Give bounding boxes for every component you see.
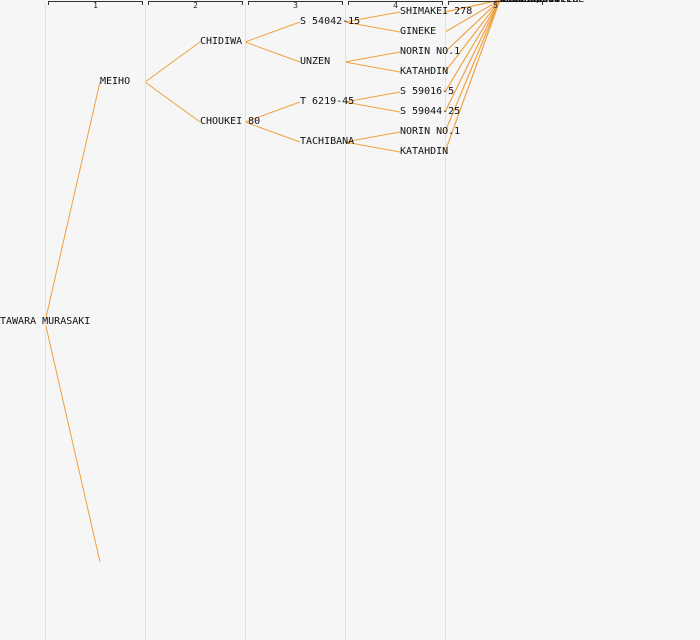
pedigree-edge <box>144 41 201 83</box>
pedigree-node[interactable]: IRISH COBBLER <box>500 0 578 6</box>
pedigree-node[interactable]: KATAHDIN <box>400 146 449 157</box>
pedigree-node[interactable]: SB 458/49 <box>500 0 554 6</box>
pedigree-node[interactable]: CHOUKEI 80 <box>200 116 261 127</box>
pedigree-node[interactable]: KATAHDIN <box>400 66 449 77</box>
pedigree-edge <box>444 0 501 53</box>
generation-divider <box>345 4 346 640</box>
pedigree-node[interactable]: HOCHPROZENTIGE <box>500 0 584 6</box>
pedigree-edge <box>344 131 401 143</box>
pedigree-node[interactable]: TAWARA MURASAKI <box>0 316 91 327</box>
generation-divider <box>445 4 446 640</box>
pedigree-node[interactable]: S 59016-5 <box>400 86 455 97</box>
pedigree-node[interactable]: DEODARA <box>500 0 542 6</box>
generation-bracket <box>148 1 243 5</box>
pedigree-node[interactable]: ULTIMUS <box>500 0 542 6</box>
pedigree-edge <box>344 91 401 103</box>
pedigree-edge <box>144 81 201 123</box>
generation-divider <box>145 4 146 640</box>
pedigree-node[interactable]: MEIHO <box>100 76 131 87</box>
generation-header-1: 1 <box>48 0 143 10</box>
generation-header-3: 3 <box>248 0 343 10</box>
pedigree-edge <box>344 101 401 113</box>
pedigree-edge <box>344 21 401 33</box>
pedigree-node[interactable]: GINEKE <box>400 26 437 37</box>
pedigree-edge <box>244 41 301 63</box>
generation-bracket <box>348 1 443 5</box>
pedigree-node[interactable]: S 59044-25 <box>400 106 461 117</box>
pedigree-edge <box>244 121 301 143</box>
pedigree-node[interactable]: KAMERAZ <box>500 0 542 6</box>
pedigree-edge <box>444 0 501 93</box>
pedigree-edge <box>344 51 401 63</box>
pedigree-node[interactable]: RECORD <box>500 0 536 6</box>
pedigree-edge <box>344 11 401 23</box>
pedigree-edge <box>444 0 501 113</box>
pedigree-edge <box>244 101 301 123</box>
generation-number: 1 <box>93 1 98 10</box>
generation-divider <box>245 4 246 640</box>
pedigree-edge <box>344 141 401 153</box>
generation-divider <box>45 4 46 640</box>
pedigree-edge <box>244 21 301 43</box>
pedigree-node[interactable]: SHIMAKEI 278 <box>400 6 473 17</box>
pedigree-node[interactable]: NORIN NO.1 <box>400 46 461 57</box>
pedigree-node[interactable]: USDA 24642 <box>500 0 560 6</box>
generation-number: 2 <box>193 1 198 10</box>
pedigree-edge <box>444 0 501 13</box>
pedigree-node[interactable]: T 6219-45 <box>300 96 355 107</box>
generation-number: 4 <box>393 1 398 10</box>
pedigree-edge <box>44 321 101 563</box>
pedigree-edge <box>444 0 501 133</box>
pedigree-node[interactable]: S 54042-15 <box>300 16 361 27</box>
pedigree-node[interactable]: KAMERAZ <box>500 0 542 6</box>
pedigree-node[interactable]: DEODARA <box>500 0 542 6</box>
generation-header-5: 5 <box>448 0 543 10</box>
pedigree-node[interactable]: UNZEN <box>300 56 331 67</box>
pedigree-node[interactable]: USDA 24642 <box>500 0 560 6</box>
pedigree-node[interactable]: USDA 40568 <box>500 0 560 6</box>
generation-bracket <box>48 1 143 5</box>
pedigree-node[interactable]: 41089-8 <box>500 0 542 6</box>
generation-bracket <box>248 1 343 5</box>
generation-bracket <box>448 1 543 5</box>
pedigree-node[interactable]: IRISH COBBLER <box>500 0 578 6</box>
generation-header-4: 4 <box>348 0 443 10</box>
pedigree-edge <box>344 61 401 73</box>
pedigree-edge <box>444 0 501 73</box>
pedigree-node[interactable]: CHIDIWA <box>200 36 243 47</box>
pedigree-edge <box>444 0 501 33</box>
pedigree-node[interactable]: TACHIBANA <box>300 136 355 147</box>
pedigree-node[interactable]: NORIN NO.1 <box>500 0 560 6</box>
pedigree-node[interactable]: NORIN NO.1 <box>400 126 461 137</box>
pedigree-edge <box>444 0 501 153</box>
generation-number: 3 <box>293 1 298 10</box>
pedigree-node[interactable]: USDA 40568 <box>500 0 560 6</box>
generation-number: 5 <box>493 1 498 10</box>
pedigree-edge <box>44 81 101 323</box>
generation-header-2: 2 <box>148 0 243 10</box>
